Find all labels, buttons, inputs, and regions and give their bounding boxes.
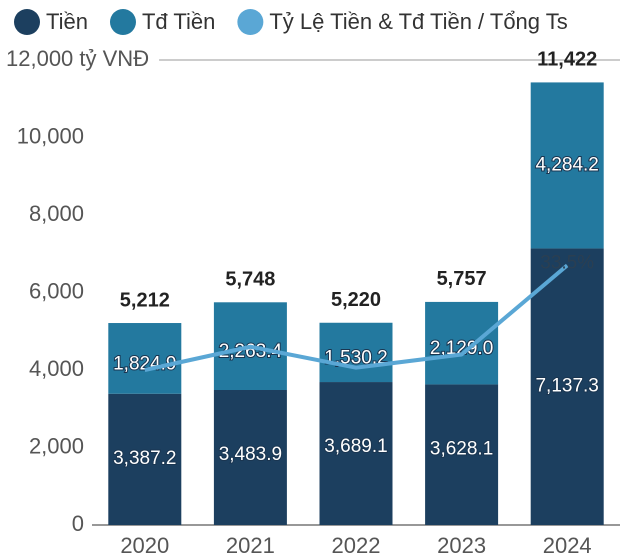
- legend-marker: [109, 9, 136, 35]
- total-label: 5,212: [120, 289, 170, 311]
- legend-marker: [237, 9, 264, 35]
- total-label: 5,748: [225, 269, 275, 291]
- bar-segment: [530, 82, 604, 249]
- bar-segment: [108, 393, 182, 525]
- data-label: 1,824.9: [113, 353, 176, 374]
- total-label: 11,422: [537, 49, 597, 71]
- bar-segment: [213, 389, 287, 525]
- line-label: 33.5%: [540, 252, 594, 273]
- legend-label: Tđ Tiền: [142, 9, 215, 34]
- bar-segment: [425, 384, 499, 525]
- data-label: 3,689.1: [324, 436, 387, 457]
- data-label: 3,483.9: [219, 444, 282, 465]
- data-label: 7,137.3: [535, 376, 598, 397]
- bar-segment: [425, 301, 499, 385]
- data-label: 3,628.1: [430, 438, 493, 459]
- x-tick-label: 2023: [437, 533, 486, 558]
- x-tick-label: 2022: [332, 533, 381, 558]
- y-tick-label: 10,000: [17, 123, 84, 148]
- y-tick-label: 2,000: [29, 433, 84, 458]
- y-tick-label: 12,000 tỷ VNĐ: [6, 46, 149, 71]
- y-tick-label: 4,000: [29, 356, 84, 381]
- data-label: 3,387.2: [113, 448, 176, 469]
- x-tick-label: 2024: [543, 533, 592, 558]
- x-tick-label: 2020: [120, 533, 169, 558]
- legend-marker: [14, 9, 40, 35]
- total-label: 5,220: [331, 289, 381, 311]
- total-label: 5,757: [437, 268, 487, 290]
- bar-segment: [530, 248, 604, 525]
- legend-label: Tiền: [46, 9, 88, 34]
- x-tick-label: 2021: [226, 533, 275, 558]
- legend-label: Tỷ Lệ Tiền & Tđ Tiền / Tổng Ts: [269, 9, 567, 34]
- y-tick-label: 0: [72, 511, 84, 536]
- y-tick-label: 6,000: [29, 278, 84, 303]
- y-tick-label: 8,000: [29, 201, 84, 226]
- data-label: 2,263.4: [219, 341, 283, 362]
- bar-segment: [108, 323, 182, 394]
- data-label: 4,284.2: [535, 154, 598, 175]
- bar-segment: [319, 382, 393, 525]
- bar-segment: [319, 322, 393, 383]
- line: [144, 263, 569, 372]
